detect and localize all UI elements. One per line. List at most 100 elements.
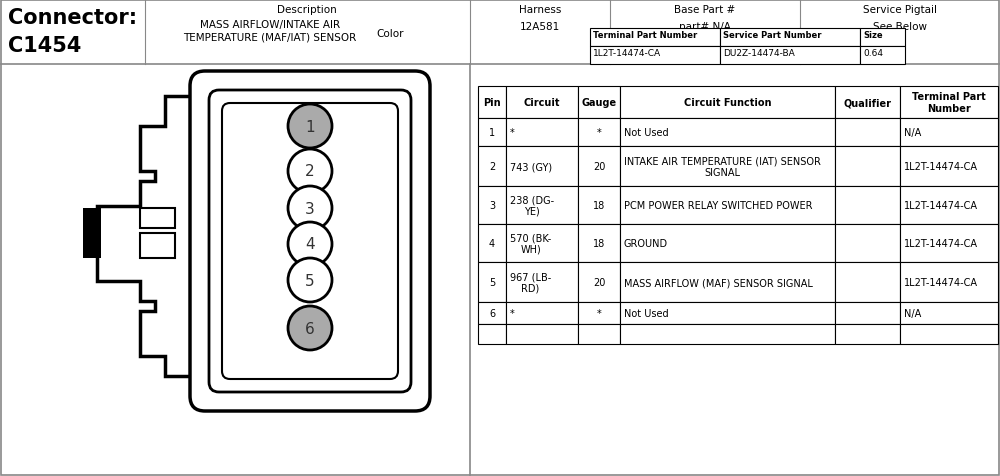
Text: part# N/A: part# N/A (679, 22, 731, 32)
Text: Service Pigtail: Service Pigtail (863, 5, 937, 15)
Bar (860, 29, 905, 47)
Bar (506, 187, 578, 225)
Bar (578, 225, 620, 262)
Text: 3: 3 (305, 201, 315, 216)
Bar (900, 324, 998, 344)
Text: MASS AIRFLOW (MAF) SENSOR SIGNAL: MASS AIRFLOW (MAF) SENSOR SIGNAL (624, 278, 813, 288)
Text: *: * (597, 308, 601, 318)
Text: Harness: Harness (519, 5, 561, 15)
Bar (506, 147, 578, 187)
Text: 2: 2 (489, 162, 495, 172)
Text: 238 (DG-
YE): 238 (DG- YE) (510, 195, 554, 217)
Bar (506, 324, 578, 344)
Bar (478, 187, 506, 225)
Bar (590, 47, 720, 65)
Text: 20: 20 (593, 278, 605, 288)
Text: *: * (510, 128, 515, 138)
Text: INTAKE AIR TEMPERATURE (IAT) SENSOR
SIGNAL: INTAKE AIR TEMPERATURE (IAT) SENSOR SIGN… (624, 156, 821, 178)
Bar (140, 234, 175, 258)
Bar (578, 187, 620, 225)
Text: GROUND: GROUND (624, 238, 668, 248)
Text: 1L2T-14474-CA: 1L2T-14474-CA (904, 200, 978, 210)
Text: TEMPERATURE (MAF/IAT) SENSOR: TEMPERATURE (MAF/IAT) SENSOR (183, 33, 357, 43)
Circle shape (288, 258, 332, 302)
Text: 12A581: 12A581 (520, 22, 560, 32)
Text: 1: 1 (489, 128, 495, 138)
Bar (620, 225, 835, 262)
Text: Service Part Number: Service Part Number (723, 31, 822, 40)
Bar (578, 302, 620, 324)
Text: *: * (510, 308, 515, 318)
Text: N/A: N/A (904, 308, 921, 318)
Polygon shape (97, 97, 205, 376)
FancyBboxPatch shape (222, 104, 398, 379)
Text: 743 (GY): 743 (GY) (510, 162, 552, 172)
Bar (835, 324, 900, 344)
Text: Base Part #: Base Part # (674, 5, 736, 15)
Circle shape (288, 105, 332, 149)
Text: 5: 5 (305, 273, 315, 288)
Bar (578, 119, 620, 147)
Bar (900, 147, 998, 187)
Bar (620, 187, 835, 225)
Text: N/A: N/A (904, 128, 921, 138)
Bar (720, 47, 860, 65)
Text: 18: 18 (593, 238, 605, 248)
Text: DU2Z-14474-BA: DU2Z-14474-BA (723, 49, 795, 58)
Bar (506, 119, 578, 147)
Text: 967 (LB-
RD): 967 (LB- RD) (510, 272, 551, 293)
Bar (140, 208, 175, 228)
Bar (620, 87, 835, 119)
Bar (835, 147, 900, 187)
Bar (478, 262, 506, 302)
Text: Size: Size (863, 31, 883, 40)
Bar (835, 187, 900, 225)
Bar (478, 302, 506, 324)
Text: 1L2T-14474-CA: 1L2T-14474-CA (593, 49, 661, 58)
Text: Connector:: Connector: (8, 8, 137, 28)
Bar (506, 225, 578, 262)
Bar (835, 87, 900, 119)
Text: 6: 6 (305, 321, 315, 336)
Bar (835, 302, 900, 324)
Text: PCM POWER RELAY SWITCHED POWER: PCM POWER RELAY SWITCHED POWER (624, 200, 812, 210)
Bar (578, 324, 620, 344)
Text: 570 (BK-
WH): 570 (BK- WH) (510, 233, 551, 254)
Bar (478, 324, 506, 344)
Bar (900, 187, 998, 225)
Text: 1: 1 (305, 119, 315, 134)
Text: Circuit Function: Circuit Function (684, 98, 771, 108)
Text: 3: 3 (489, 200, 495, 210)
Text: 1L2T-14474-CA: 1L2T-14474-CA (904, 238, 978, 248)
Bar (860, 47, 905, 65)
Text: Not Used: Not Used (624, 128, 669, 138)
Bar (478, 147, 506, 187)
Bar (578, 262, 620, 302)
Text: 0.64: 0.64 (863, 49, 883, 58)
Text: Terminal Part
Number: Terminal Part Number (912, 92, 986, 114)
Text: Not Used: Not Used (624, 308, 669, 318)
Bar (620, 302, 835, 324)
Bar (478, 87, 506, 119)
Bar (478, 119, 506, 147)
Text: 5: 5 (489, 278, 495, 288)
FancyBboxPatch shape (209, 91, 411, 392)
Text: Gauge: Gauge (581, 98, 617, 108)
Bar (720, 29, 860, 47)
FancyBboxPatch shape (190, 72, 430, 411)
Circle shape (288, 149, 332, 194)
Bar (478, 225, 506, 262)
Bar (835, 262, 900, 302)
Text: 18: 18 (593, 200, 605, 210)
Bar (900, 87, 998, 119)
Text: Terminal Part Number: Terminal Part Number (593, 31, 697, 40)
Bar (835, 119, 900, 147)
Bar (900, 119, 998, 147)
Bar (620, 119, 835, 147)
Text: See Below: See Below (873, 22, 927, 32)
Bar (578, 87, 620, 119)
Text: *: * (597, 128, 601, 138)
Text: MASS AIRFLOW/INTAKE AIR: MASS AIRFLOW/INTAKE AIR (200, 20, 340, 30)
Circle shape (288, 223, 332, 267)
Text: 4: 4 (305, 237, 315, 252)
